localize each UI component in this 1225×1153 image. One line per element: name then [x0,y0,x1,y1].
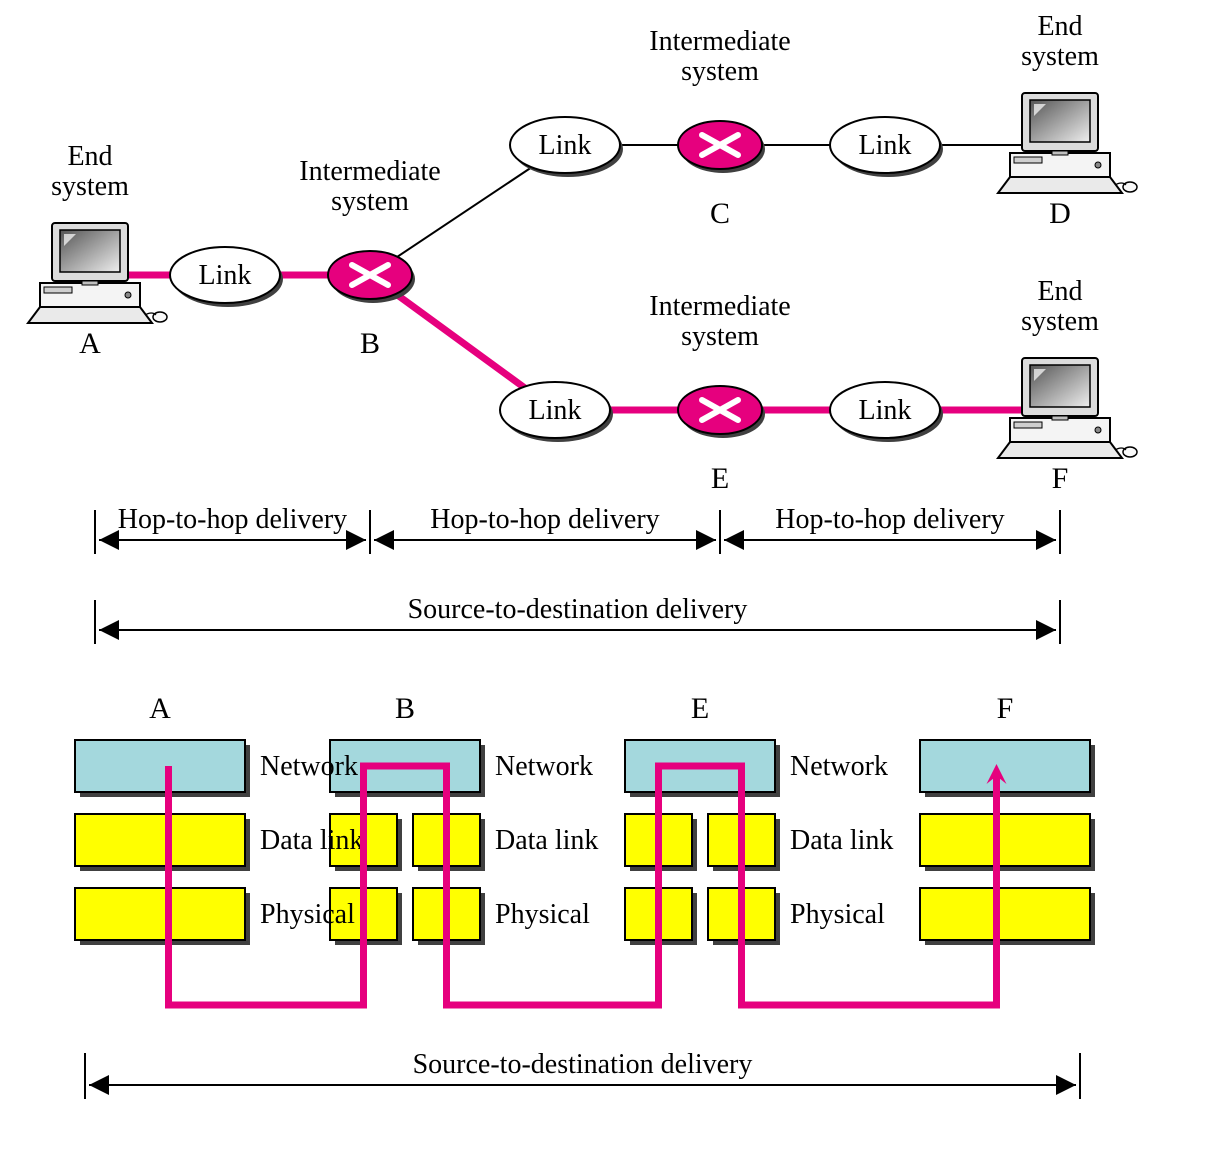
data-path [169,766,997,1005]
link-ellipse: Link [170,247,283,307]
src-dest-label: Source-to-destination delivery [413,1049,753,1080]
link-ellipse: Link [500,382,613,442]
node-label: B [360,327,380,360]
stack-label: B [395,692,415,725]
hop-label: Hop-to-hop delivery [430,504,659,535]
svg-text:Link: Link [859,130,912,161]
layer-name: Physical [790,899,885,930]
node-label: A [79,327,101,360]
layer-name: Physical [260,899,355,930]
router-icon [678,121,765,173]
node-label: D [1049,197,1071,230]
node-label: E [711,462,729,495]
node-title: Endsystem [1021,11,1099,72]
layer-name: Network [495,751,593,782]
diagram-canvas: Link Link Link Link Link A Endsystem B Intermedi… [0,0,1225,1153]
end-system-icon [998,93,1137,193]
router-icon [678,386,765,438]
svg-text:Link: Link [859,395,912,426]
node-label: C [710,197,730,230]
link-ellipse: Link [510,117,623,177]
stack-label: E [691,692,709,725]
layer-name: Data link [260,825,363,856]
topology-diagram: Link Link Link Link Link A Endsystem B Intermedi… [28,11,1137,644]
layer-name: Physical [495,899,590,930]
router-icon [328,251,415,303]
svg-text:Link: Link [539,130,592,161]
link-ellipse: Link [830,117,943,177]
svg-text:Link: Link [199,260,252,291]
node-title: Endsystem [1021,276,1099,337]
hop-label: Hop-to-hop delivery [118,504,347,535]
layer-name: Data link [790,825,893,856]
node-label: F [1052,462,1069,495]
node-title: Endsystem [51,141,129,202]
svg-text:Link: Link [529,395,582,426]
node-title: Intermediatesystem [649,26,790,87]
layer-name: Data link [495,825,598,856]
hop-label: Hop-to-hop delivery [775,504,1004,535]
stack-label: A [149,692,171,725]
link-ellipse: Link [830,382,943,442]
node-title: Intermediatesystem [649,291,790,352]
layer-stack-diagram: A B E F Network Network Network Data link Data l… [75,692,1095,1099]
layer-name: Network [260,751,358,782]
layer-name: Network [790,751,888,782]
node-title: Intermediatesystem [299,156,440,217]
src-dest-label: Source-to-destination delivery [408,594,748,625]
stack-label: F [997,692,1014,725]
